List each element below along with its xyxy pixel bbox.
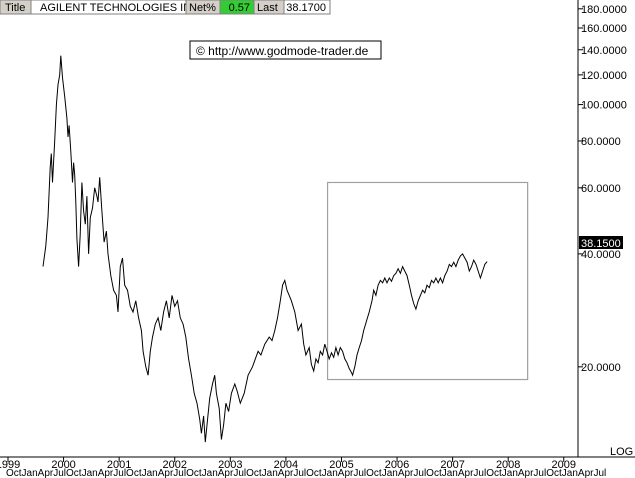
watermark-text: © http://www.godmode-trader.de	[196, 44, 369, 58]
title-value: AGILENT TECHNOLOGIES INC	[40, 2, 199, 14]
y-tick-label: 60.0000	[581, 183, 621, 195]
title-label: Title	[5, 2, 25, 14]
last-price-marker-bg	[579, 236, 623, 249]
x-tick-label: 2008	[496, 459, 520, 471]
x-tick-label: 2005	[329, 459, 353, 471]
y-tick-label: 40.0000	[581, 249, 621, 261]
x-tick-label: 1999	[0, 459, 20, 471]
log-scale-label: LOG	[610, 446, 633, 458]
x-tick-label: 2004	[274, 459, 298, 471]
last-value: 38.1700	[286, 2, 326, 14]
x-tick-label: 2009	[552, 459, 576, 471]
watermark: © http://www.godmode-trader.de	[189, 40, 382, 60]
y-axis: 20.0000 40.0000 60.0000 80.0000 100.0000 120.…	[578, 4, 627, 374]
header-bar: Title AGILENT TECHNOLOGIES INC Net% 0.57…	[0, 0, 331, 15]
last-price-marker: 38.1500	[579, 236, 623, 250]
x-tick-label: 2006	[385, 459, 409, 471]
x-tick-label: 2001	[107, 459, 131, 471]
watermark-box	[189, 40, 382, 60]
last-label: Last	[257, 2, 278, 14]
last-price-marker-text: 38.1500	[581, 238, 621, 250]
y-tick-label: 100.0000	[581, 100, 627, 112]
y-tick-label: 180.0000	[581, 4, 627, 16]
x-tick-label: 2002	[162, 459, 186, 471]
y-tick-label: 80.0000	[581, 136, 621, 148]
price-series-line	[42, 55, 488, 443]
y-tick-label: 20.0000	[581, 362, 621, 374]
annotation-box	[326, 181, 529, 381]
y-tick-label: 120.0000	[581, 70, 627, 82]
x-tick-label: 2000	[51, 459, 75, 471]
x-tick-label: 2003	[218, 459, 242, 471]
y-tick-label: 160.0000	[581, 23, 627, 35]
net-value: 0.57	[229, 2, 250, 14]
x-tick-label: 2007	[440, 459, 464, 471]
net-label: Net%	[189, 2, 216, 14]
last-value-cell	[283, 0, 331, 15]
x-axis: 1999 2000 2001 2002 2003 2004 2005 2006 2007 2008…	[0, 457, 576, 471]
y-tick-label: 140.0000	[581, 45, 627, 57]
month-labels: OctJanAprJulOctJanAprJulOctJanAprJulOctJ…	[6, 468, 606, 478]
